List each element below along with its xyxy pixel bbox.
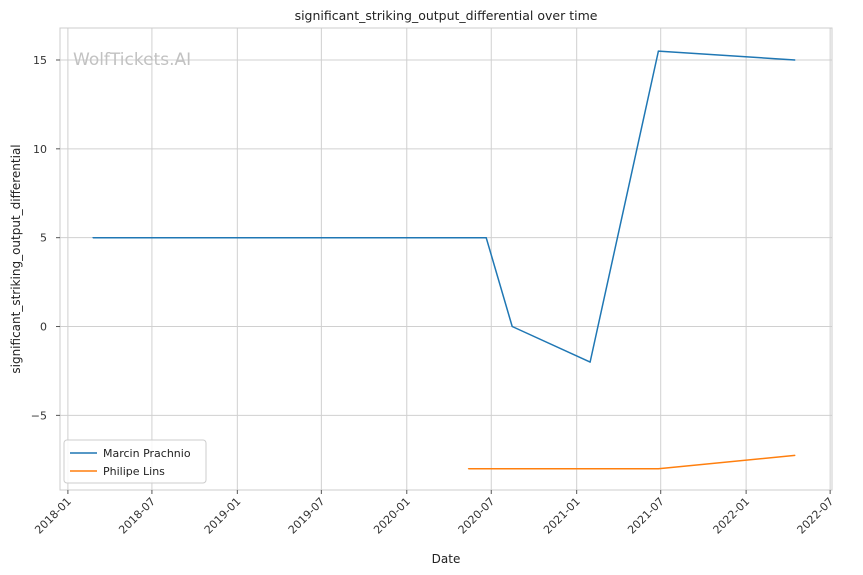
x-tick-label: 2020-01 <box>371 495 413 537</box>
grid-layer <box>60 28 832 490</box>
legend: Marcin Prachnio Philipe Lins <box>63 439 207 484</box>
y-tick-label: 15 <box>33 54 47 67</box>
x-tick-label: 2018-07 <box>116 495 158 537</box>
data-point-marcin-prachnio <box>589 361 591 363</box>
chart-title: significant_striking_output_differential… <box>295 8 598 23</box>
data-point-philipe-lins <box>467 468 470 470</box>
data-point-marcin-prachnio <box>92 237 94 239</box>
series-line-marcin-prachnio <box>93 50 795 363</box>
watermark: WolfTickets.AI <box>73 50 191 70</box>
legend-box <box>63 439 207 484</box>
x-tick-label: 2021-01 <box>541 495 583 537</box>
data-point-philipe-lins <box>657 468 659 470</box>
data-point-marcin-prachnio <box>794 59 796 61</box>
legend-label-philipe-lins: Philipe Lins <box>103 465 165 478</box>
x-tick-label: 2019-01 <box>202 495 244 537</box>
x-tick-label: 2021-07 <box>625 495 667 537</box>
data-point-marcin-prachnio <box>511 325 513 328</box>
data-point-marcin-prachnio <box>485 237 487 239</box>
y-axis-label: significant_striking_output_differential <box>9 144 23 373</box>
data-point-marcin-prachnio <box>657 50 659 52</box>
series-layer <box>92 50 796 470</box>
x-tick-label: 2019-07 <box>286 495 328 537</box>
x-tick-label: 2018-01 <box>32 495 74 537</box>
y-tick-label: 0 <box>40 321 47 334</box>
plot-frame <box>59 27 833 491</box>
x-tick-label: 2020-07 <box>456 495 498 537</box>
x-tick-label: 2022-07 <box>795 495 837 537</box>
y-tick-label: −5 <box>31 409 47 422</box>
y-tick-label: 10 <box>33 143 47 156</box>
x-tick-label: 2022-01 <box>711 495 753 537</box>
y-tick-label: 5 <box>40 232 47 245</box>
data-point-philipe-lins <box>794 454 796 456</box>
x-axis-label: Date <box>432 552 461 566</box>
legend-label-marcin-prachnio: Marcin Prachnio <box>103 447 191 460</box>
